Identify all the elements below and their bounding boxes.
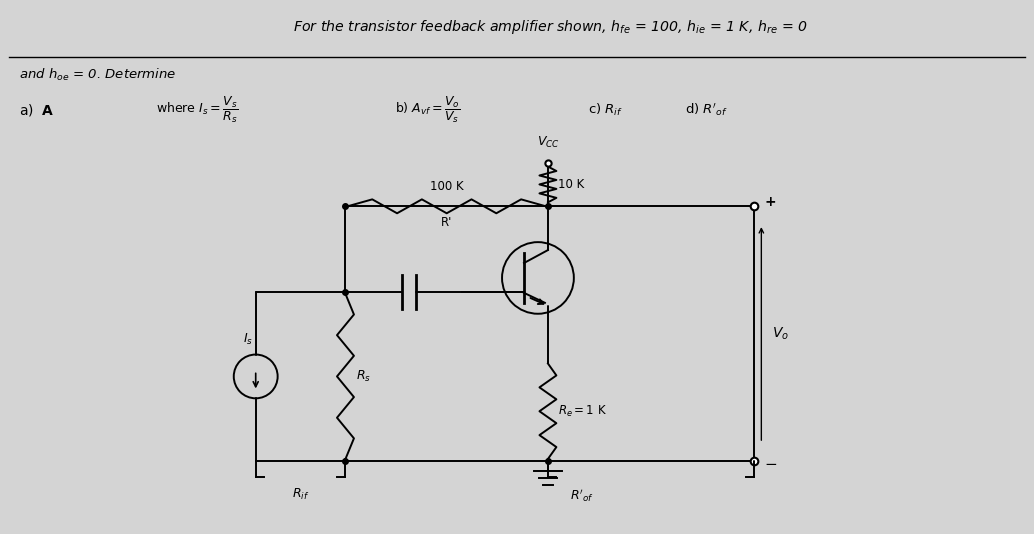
Text: $V_o$: $V_o$ [772,325,789,342]
Text: $R_e = 1$ K: $R_e = 1$ K [558,404,607,419]
Text: R': R' [442,216,453,229]
Text: 10 K: 10 K [558,178,584,191]
Text: d) $R'_{of}$: d) $R'_{of}$ [685,101,728,118]
Text: $V_{CC}$: $V_{CC}$ [537,135,559,150]
Text: c) $R_{if}$: c) $R_{if}$ [587,102,622,118]
Text: $R'_{of}$: $R'_{of}$ [570,488,594,504]
Text: 100 K: 100 K [430,180,463,193]
Text: −: − [764,458,778,473]
Text: where $I_s = \dfrac{V_s}{R_s}$: where $I_s = \dfrac{V_s}{R_s}$ [156,95,238,125]
Text: $R_s$: $R_s$ [357,369,371,384]
Text: and $h_{oe}$ = 0. Determine: and $h_{oe}$ = 0. Determine [20,67,177,83]
Text: +: + [764,195,776,209]
Text: b) $A_{vf} = \dfrac{V_o}{V_s}$: b) $A_{vf} = \dfrac{V_o}{V_s}$ [395,95,461,125]
Text: $I_s$: $I_s$ [243,332,252,347]
Text: For the transistor feedback amplifier shown, $h_{fe}$ = 100, $h_{ie}$ = 1 K, $h_: For the transistor feedback amplifier sh… [293,18,808,36]
Text: $R_{if}$: $R_{if}$ [292,487,309,502]
Text: a)  $\mathbf{A}$: a) $\mathbf{A}$ [20,102,55,118]
